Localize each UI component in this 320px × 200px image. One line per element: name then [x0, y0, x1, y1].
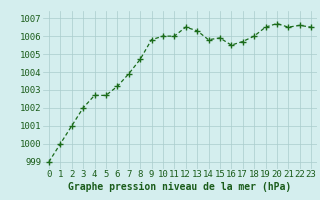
- X-axis label: Graphe pression niveau de la mer (hPa): Graphe pression niveau de la mer (hPa): [68, 182, 292, 192]
